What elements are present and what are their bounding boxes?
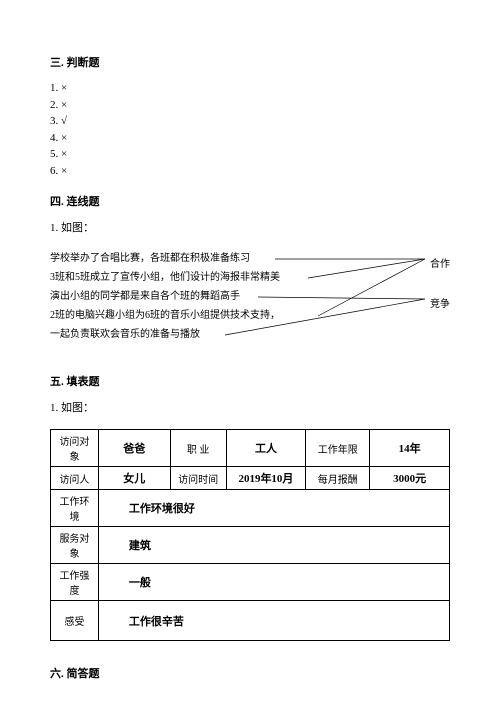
cell-value: 2019年10月 [226,467,306,490]
table-row: 服务对象 建筑 [51,527,450,564]
cell-label: 感受 [51,601,99,641]
cell-value: 爸爸 [98,430,170,467]
table-row: 感受 工作很辛苦 [51,601,450,641]
cell-value: 一般 [98,564,449,601]
cell-label: 访问人 [51,467,99,490]
section-4-title: 四. 连线题 [50,193,450,209]
cell-label: 工作年限 [306,430,370,467]
section-5-sub: 1. 如图： [50,399,450,415]
connect-area: 学校举办了合唱比赛，各班都在积极准备练习 3班和5班成立了宣传小组，他们设计的海… [50,249,450,359]
connect-left-item: 一起负责联欢会音乐的准备与播放 [50,325,280,344]
section-4-sub: 1. 如图： [50,219,450,235]
connect-left-item: 3班和5班成立了宣传小组，他们设计的海报非常精美 [50,268,280,287]
answer-item: 1. × [50,80,450,97]
cell-label: 访问对象 [51,430,99,467]
cell-label: 访问时间 [170,467,226,490]
connect-right-bottom: 竞争 [430,295,450,310]
connect-left-items: 学校举办了合唱比赛，各班都在积极准备练习 3班和5班成立了宣传小组，他们设计的海… [50,249,280,344]
cell-value: 14年 [370,430,450,467]
cell-value: 女儿 [98,467,170,490]
connect-left-item: 2班的电脑兴趣小组为6班的音乐小组提供技术支持， [50,306,280,325]
connect-right-top: 合作 [430,255,450,270]
section-3-title: 三. 判断题 [50,54,450,70]
cell-label: 工作环境 [51,490,99,527]
cell-value: 建筑 [98,527,449,564]
table-row: 访问人 女儿 访问时间 2019年10月 每月报酬 3000元 [51,467,450,490]
section-6-title: 六. 简答题 [50,665,450,681]
cell-label: 服务对象 [51,527,99,564]
cell-label: 职 业 [170,430,226,467]
cell-value: 3000元 [370,467,450,490]
table-row: 工作环境 工作环境很好 [51,490,450,527]
cell-label: 每月报酬 [306,467,370,490]
cell-value: 工作环境很好 [98,490,449,527]
answer-item: 5. × [50,146,450,163]
table-row: 工作强度 一般 [51,564,450,601]
table-row: 访问对象 爸爸 职 业 工人 工作年限 14年 [51,430,450,467]
cell-value: 工作很辛苦 [98,601,449,641]
answer-item: 3. √ [50,113,450,130]
section-5-title: 五. 填表题 [50,373,450,389]
cell-label: 工作强度 [51,564,99,601]
interview-table: 访问对象 爸爸 职 业 工人 工作年限 14年 访问人 女儿 访问时间 2019… [50,429,450,641]
judgment-answers: 1. × 2. × 3. √ 4. × 5. × 6. × [50,80,450,179]
connect-left-item: 学校举办了合唱比赛，各班都在积极准备练习 [50,249,280,268]
cell-value: 工人 [226,430,306,467]
answer-item: 2. × [50,97,450,114]
answer-item: 4. × [50,130,450,147]
answer-item: 6. × [50,163,450,180]
connect-left-item: 演出小组的同学都是来自各个班的舞蹈高手 [50,287,280,306]
